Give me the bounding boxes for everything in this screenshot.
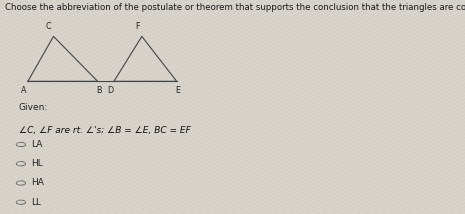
Text: A: A [21, 86, 27, 95]
Text: LA: LA [32, 140, 43, 149]
Text: HL: HL [32, 159, 43, 168]
Text: E: E [176, 86, 180, 95]
Text: ∠C, ∠F are rt. ∠'s; ∠B = ∠E, BC = EF: ∠C, ∠F are rt. ∠'s; ∠B = ∠E, BC = EF [19, 126, 190, 135]
Text: C: C [45, 22, 51, 31]
Text: D: D [107, 86, 113, 95]
Text: B: B [96, 86, 102, 95]
Text: LL: LL [32, 198, 42, 207]
Text: F: F [135, 22, 140, 31]
Text: Choose the abbreviation of the postulate or theorem that supports the conclusion: Choose the abbreviation of the postulate… [5, 3, 465, 12]
Text: HA: HA [32, 178, 45, 187]
Text: Given:: Given: [19, 103, 48, 112]
